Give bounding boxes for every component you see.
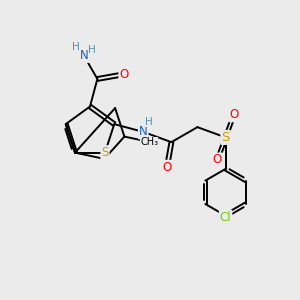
Text: Cl: Cl [220,211,231,224]
Text: H: H [88,45,96,55]
Text: O: O [162,161,172,174]
Text: S: S [221,131,230,144]
Text: O: O [213,154,222,166]
Text: S: S [101,146,109,159]
Text: CH₃: CH₃ [140,137,158,147]
Text: O: O [229,108,239,122]
Text: H: H [145,117,152,127]
Text: H: H [72,42,80,52]
Text: N: N [139,125,148,138]
Text: O: O [119,68,129,81]
Text: N: N [80,49,88,62]
